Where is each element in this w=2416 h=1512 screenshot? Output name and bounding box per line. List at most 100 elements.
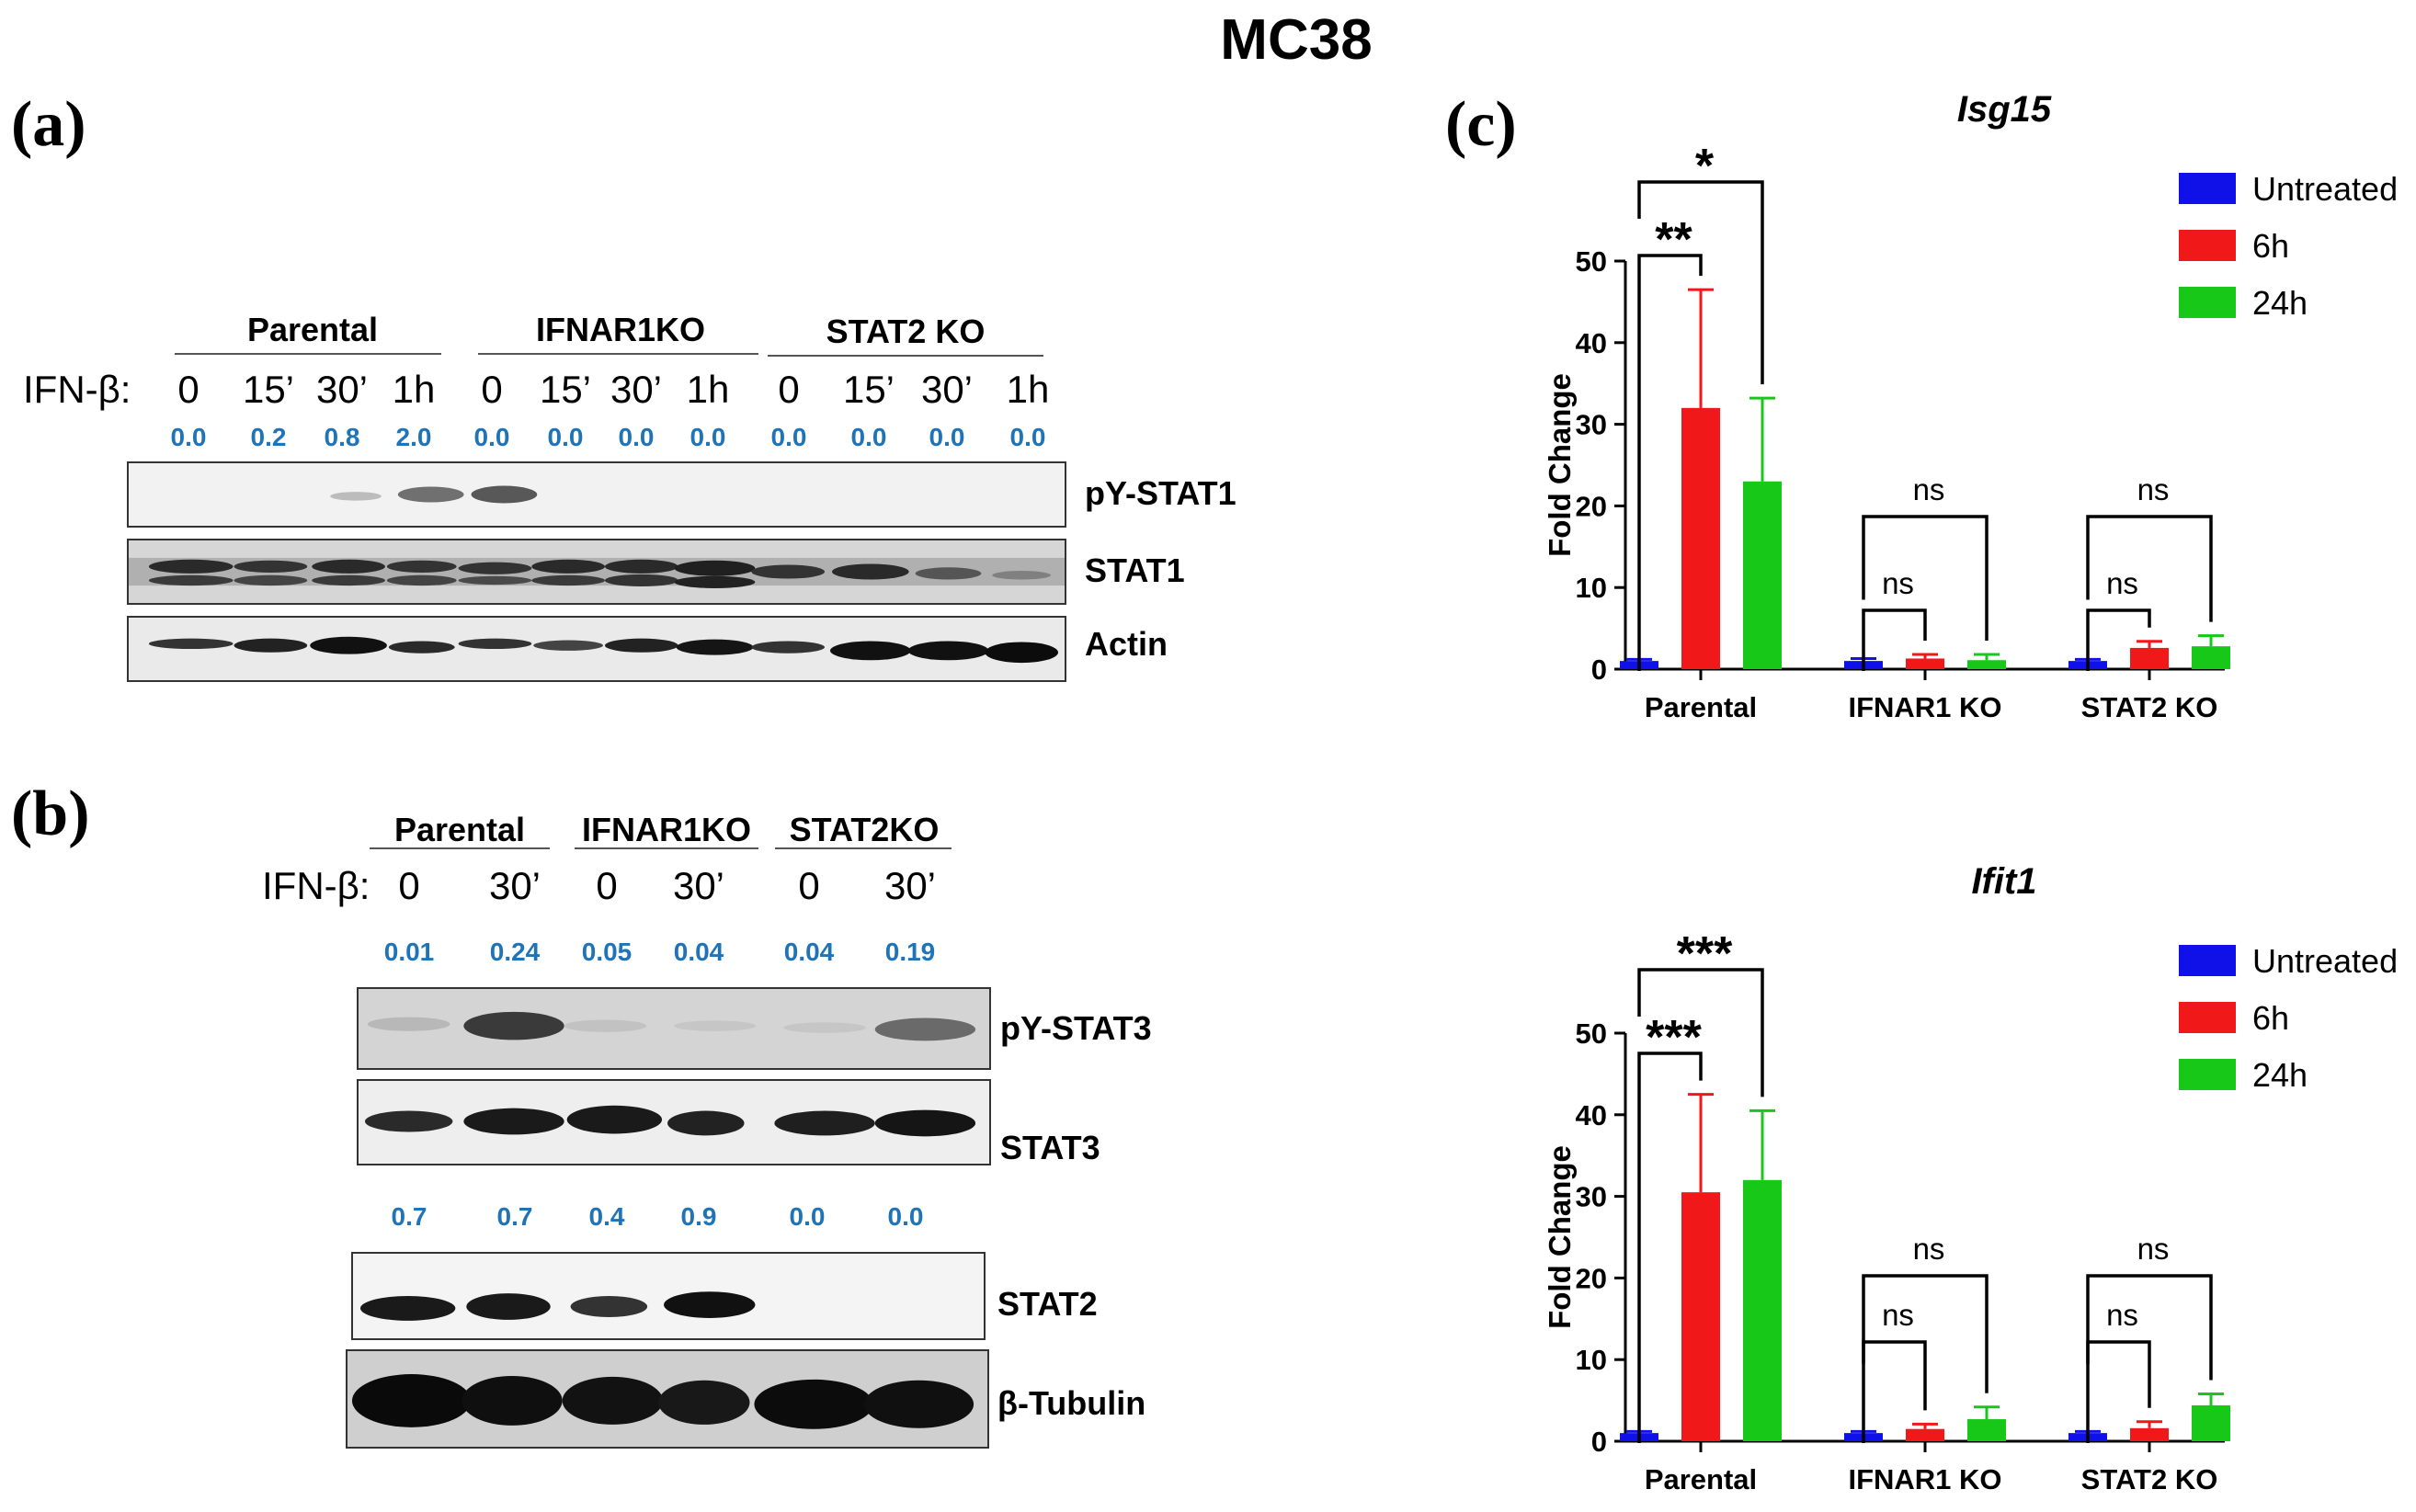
- lane-time-label: 1h: [686, 368, 730, 411]
- bar: [2130, 647, 2169, 669]
- panel-a-ifn-label: IFN-β:: [23, 368, 131, 411]
- panel-b-group-ifnar: IFNAR1KO: [581, 811, 751, 848]
- bar: [2192, 1404, 2230, 1441]
- legend-swatch: [2179, 945, 2236, 976]
- sig-ifnar-6h-label: ns: [1882, 566, 1914, 600]
- lane-time-label: 30’: [920, 368, 974, 411]
- panel-b-group-underline: [775, 847, 952, 849]
- sig-stat2-6h-bracket: [2086, 1340, 2151, 1443]
- legend-swatch: [2179, 287, 2236, 318]
- lane-quant-value: 2.0: [395, 423, 432, 451]
- y-tick-label: 0: [1591, 1426, 1607, 1458]
- sig-ifnar-24h-label: ns: [1913, 1232, 1945, 1266]
- panel-a-group-underline: [478, 353, 758, 355]
- sig-stat2-24h-bracket: [2086, 515, 2213, 622]
- lane-quant-value: 0.2: [250, 423, 287, 451]
- x-category-label: IFNAR1 KO: [1848, 691, 2001, 723]
- legend-label: Untreated: [2252, 170, 2398, 208]
- legend-label: 6h: [2252, 999, 2289, 1037]
- sig-ifnar-24h-bracket: [1862, 1274, 1989, 1393]
- blot-label-py-stat3: pY-STAT3: [1000, 1009, 1152, 1047]
- bar: [1906, 658, 1944, 669]
- blot-beta-tubulin: [346, 1349, 989, 1449]
- chart-isg15-svg: Isg15 0 10 20 30 40 50 Fold Change Parental IFNAR…: [1543, 89, 2398, 723]
- panel-b-group-underline: [575, 847, 758, 849]
- sig-parental-6h-bracket: [1637, 254, 1703, 671]
- lane-time-label: 0: [481, 368, 503, 411]
- panel-a-label: (a): [11, 89, 86, 160]
- legend-label: 6h: [2252, 227, 2289, 265]
- y-tick-label: 50: [1576, 245, 1607, 278]
- blot-label-stat1: STAT1: [1085, 551, 1185, 589]
- sig-stat2-6h-bracket: [2086, 608, 2151, 671]
- blot-py-stat1: [127, 461, 1066, 528]
- sig-parental-24h-label: ***: [1677, 927, 1733, 981]
- lane-time-label: 15’: [842, 368, 895, 411]
- x-category-label: Parental: [1645, 1463, 1757, 1495]
- lane-time-label: 15’: [242, 368, 295, 411]
- y-tick-label: 40: [1576, 327, 1607, 359]
- lane-quant-value: 0.0: [618, 423, 655, 451]
- sig-stat2-24h-label: ns: [2137, 472, 2170, 506]
- lane-quant-value: 0.0: [850, 423, 887, 451]
- y-tick-label: 50: [1576, 1017, 1607, 1050]
- bar: [1967, 660, 2006, 669]
- sig-stat2-24h-label: ns: [2137, 1232, 2170, 1266]
- legend-swatch: [2179, 173, 2236, 204]
- y-tick-label: 10: [1576, 1344, 1607, 1376]
- lane-quant-value: 0.0: [887, 1202, 924, 1231]
- x-category-label: Parental: [1645, 691, 1757, 723]
- lane-quant-value: 0.0: [170, 423, 207, 451]
- sig-parental-24h-bracket: [1637, 968, 1764, 1097]
- x-category-label: STAT2 KO: [2081, 1463, 2218, 1495]
- blot-label-stat2: STAT2: [997, 1285, 1098, 1323]
- lane-time-label: 30’: [488, 864, 541, 907]
- figure-title: MC38: [1220, 8, 1373, 72]
- panel-b-ifn-label: IFN-β:: [262, 864, 370, 907]
- sig-stat2-24h-bracket: [2086, 1274, 2213, 1381]
- lane-quant-value: 0.0: [547, 423, 584, 451]
- sig-stat2-6h-label: ns: [2106, 566, 2138, 600]
- lane-time-label: 0: [778, 368, 800, 411]
- x-category-label: STAT2 KO: [2081, 691, 2218, 723]
- sig-ifnar-6h-bracket: [1862, 608, 1927, 671]
- y-axis-label: Fold Change: [1543, 1145, 1577, 1329]
- lane-time-label: 0: [596, 864, 618, 907]
- sig-ifnar-24h-label: ns: [1913, 472, 1945, 506]
- bar: [1681, 407, 1720, 669]
- blot-py-stat3: [357, 987, 991, 1070]
- lane-quant-value: 0.19: [884, 938, 936, 966]
- panel-a-group-underline: [175, 353, 441, 355]
- lane-quant-value: 0.0: [770, 423, 807, 451]
- blot-stat1: [127, 539, 1066, 605]
- y-tick-label: 30: [1576, 409, 1607, 441]
- lane-quant-value: 0.7: [496, 1202, 533, 1231]
- lane-time-label: 30’: [883, 864, 937, 907]
- chart-title: Isg15: [1957, 89, 2052, 130]
- bar: [1967, 1419, 2006, 1441]
- blot-label-beta-tubulin: β-Tubulin: [997, 1384, 1146, 1422]
- chart-ifit1-svg: Ifit1 0 10 20 30 40 50 Fold Change Parental IFNAR…: [1543, 861, 2398, 1495]
- sig-parental-6h-label: **: [1655, 213, 1692, 267]
- lane-quant-value: 0.24: [489, 938, 541, 966]
- sig-parental-24h-label: *: [1695, 140, 1715, 193]
- lane-time-label: 1h: [1006, 368, 1050, 411]
- lane-time-label: 0: [177, 368, 199, 411]
- legend-swatch: [2179, 230, 2236, 261]
- legend-swatch: [2179, 1059, 2236, 1090]
- blot-actin: [127, 616, 1066, 682]
- lane-quant-value: 0.8: [324, 423, 360, 451]
- y-tick-label: 30: [1576, 1181, 1607, 1213]
- lane-time-label: 30’: [672, 864, 725, 907]
- bar: [1743, 481, 1782, 669]
- bar: [1681, 1192, 1720, 1441]
- sig-stat2-6h-label: ns: [2106, 1298, 2138, 1332]
- bar: [1906, 1428, 1944, 1441]
- lane-time-label: 0: [398, 864, 420, 907]
- lane-time-label: 15’: [539, 368, 592, 411]
- lane-quant-value: 0.0: [789, 1202, 826, 1231]
- chart-title: Ifit1: [1971, 861, 2036, 902]
- panel-b-group-underline: [370, 847, 550, 849]
- sig-ifnar-6h-label: ns: [1882, 1298, 1914, 1332]
- panel-c-label: (c): [1445, 89, 1517, 160]
